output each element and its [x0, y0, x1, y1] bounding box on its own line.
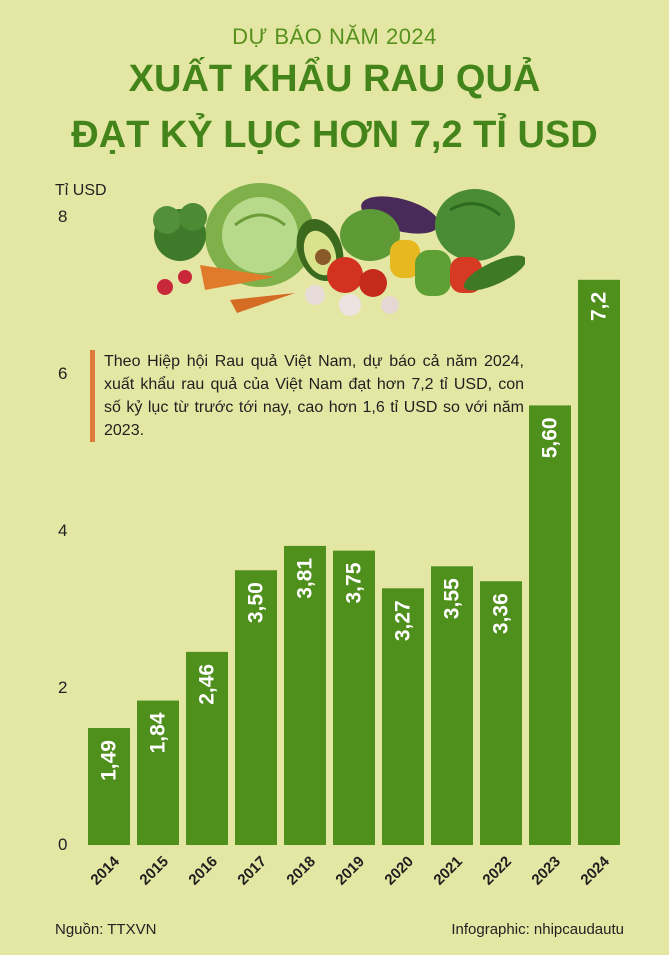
bar-2018 [284, 545, 326, 845]
bar-2023 [529, 405, 571, 845]
value-label-2022: 3,36 [490, 593, 513, 634]
annotation-note: Theo Hiệp hội Rau quả Việt Nam, dự báo c… [90, 350, 524, 442]
x-tick-label-2024: 2024 [577, 853, 613, 889]
value-label-2015: 1,84 [147, 712, 170, 753]
value-label-2014: 1,49 [98, 740, 121, 781]
vegetables-illustration [153, 183, 525, 316]
y-tick-label-8: 8 [58, 207, 68, 226]
value-label-2018: 3,81 [294, 558, 317, 599]
bar-2022 [480, 581, 522, 845]
bar-2017 [235, 570, 277, 845]
bar-2015 [137, 700, 179, 845]
value-label-2019: 3,75 [343, 562, 366, 603]
x-tick-label-2015: 2015 [136, 853, 172, 889]
y-tick-label-2: 2 [58, 678, 68, 697]
value-label-2021: 3,55 [441, 578, 464, 619]
x-tick-label-2022: 2022 [479, 853, 515, 889]
x-tick-label-2023: 2023 [528, 853, 564, 889]
value-label-2024: 7,2 [588, 292, 611, 321]
title-line-2: ĐẠT KỶ LỤC HƠN 7,2 TỈ USD [71, 114, 598, 156]
y-tick-label-0: 0 [58, 835, 68, 854]
x-tick-label-2018: 2018 [283, 853, 319, 889]
x-tick-label-2014: 2014 [87, 853, 123, 889]
x-tick-label-2017: 2017 [234, 853, 270, 889]
value-label-2017: 3,50 [245, 582, 268, 623]
bar-2024 [578, 279, 620, 845]
bar-2019 [333, 550, 375, 845]
y-tick-label-6: 6 [58, 364, 68, 383]
value-label-2020: 3,27 [392, 600, 415, 641]
value-label-2023: 5,60 [539, 417, 562, 458]
title-line-1: XUẤT KHẨU RAU QUẢ [128, 58, 541, 100]
bar-2016 [186, 651, 228, 845]
bar-2021 [431, 566, 473, 845]
y-tick-label-4: 4 [58, 521, 68, 540]
credit-label: Infographic: nhipcaudautu [451, 921, 624, 938]
x-tick-label-2021: 2021 [430, 853, 466, 889]
x-tick-label-2019: 2019 [332, 853, 368, 889]
bar-2020 [382, 588, 424, 845]
y-axis-unit-label: Tỉ USD [55, 182, 107, 199]
bar-2014 [88, 728, 130, 845]
x-tick-label-2020: 2020 [381, 853, 417, 889]
source-label: Nguồn: TTXVN [55, 921, 157, 938]
supertitle: DỰ BÁO NĂM 2024 [232, 24, 437, 49]
value-label-2016: 2,46 [196, 664, 219, 705]
x-tick-label-2016: 2016 [185, 853, 221, 889]
